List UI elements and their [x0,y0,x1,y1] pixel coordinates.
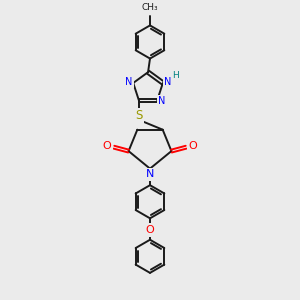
Text: H: H [172,71,179,80]
Text: CH₃: CH₃ [142,3,158,12]
Text: S: S [135,110,142,122]
Text: N: N [125,77,132,87]
Text: N: N [164,77,171,87]
Text: O: O [103,141,112,151]
Text: N: N [158,96,166,106]
Text: O: O [188,141,197,151]
Text: O: O [146,225,154,235]
Text: N: N [146,169,154,179]
